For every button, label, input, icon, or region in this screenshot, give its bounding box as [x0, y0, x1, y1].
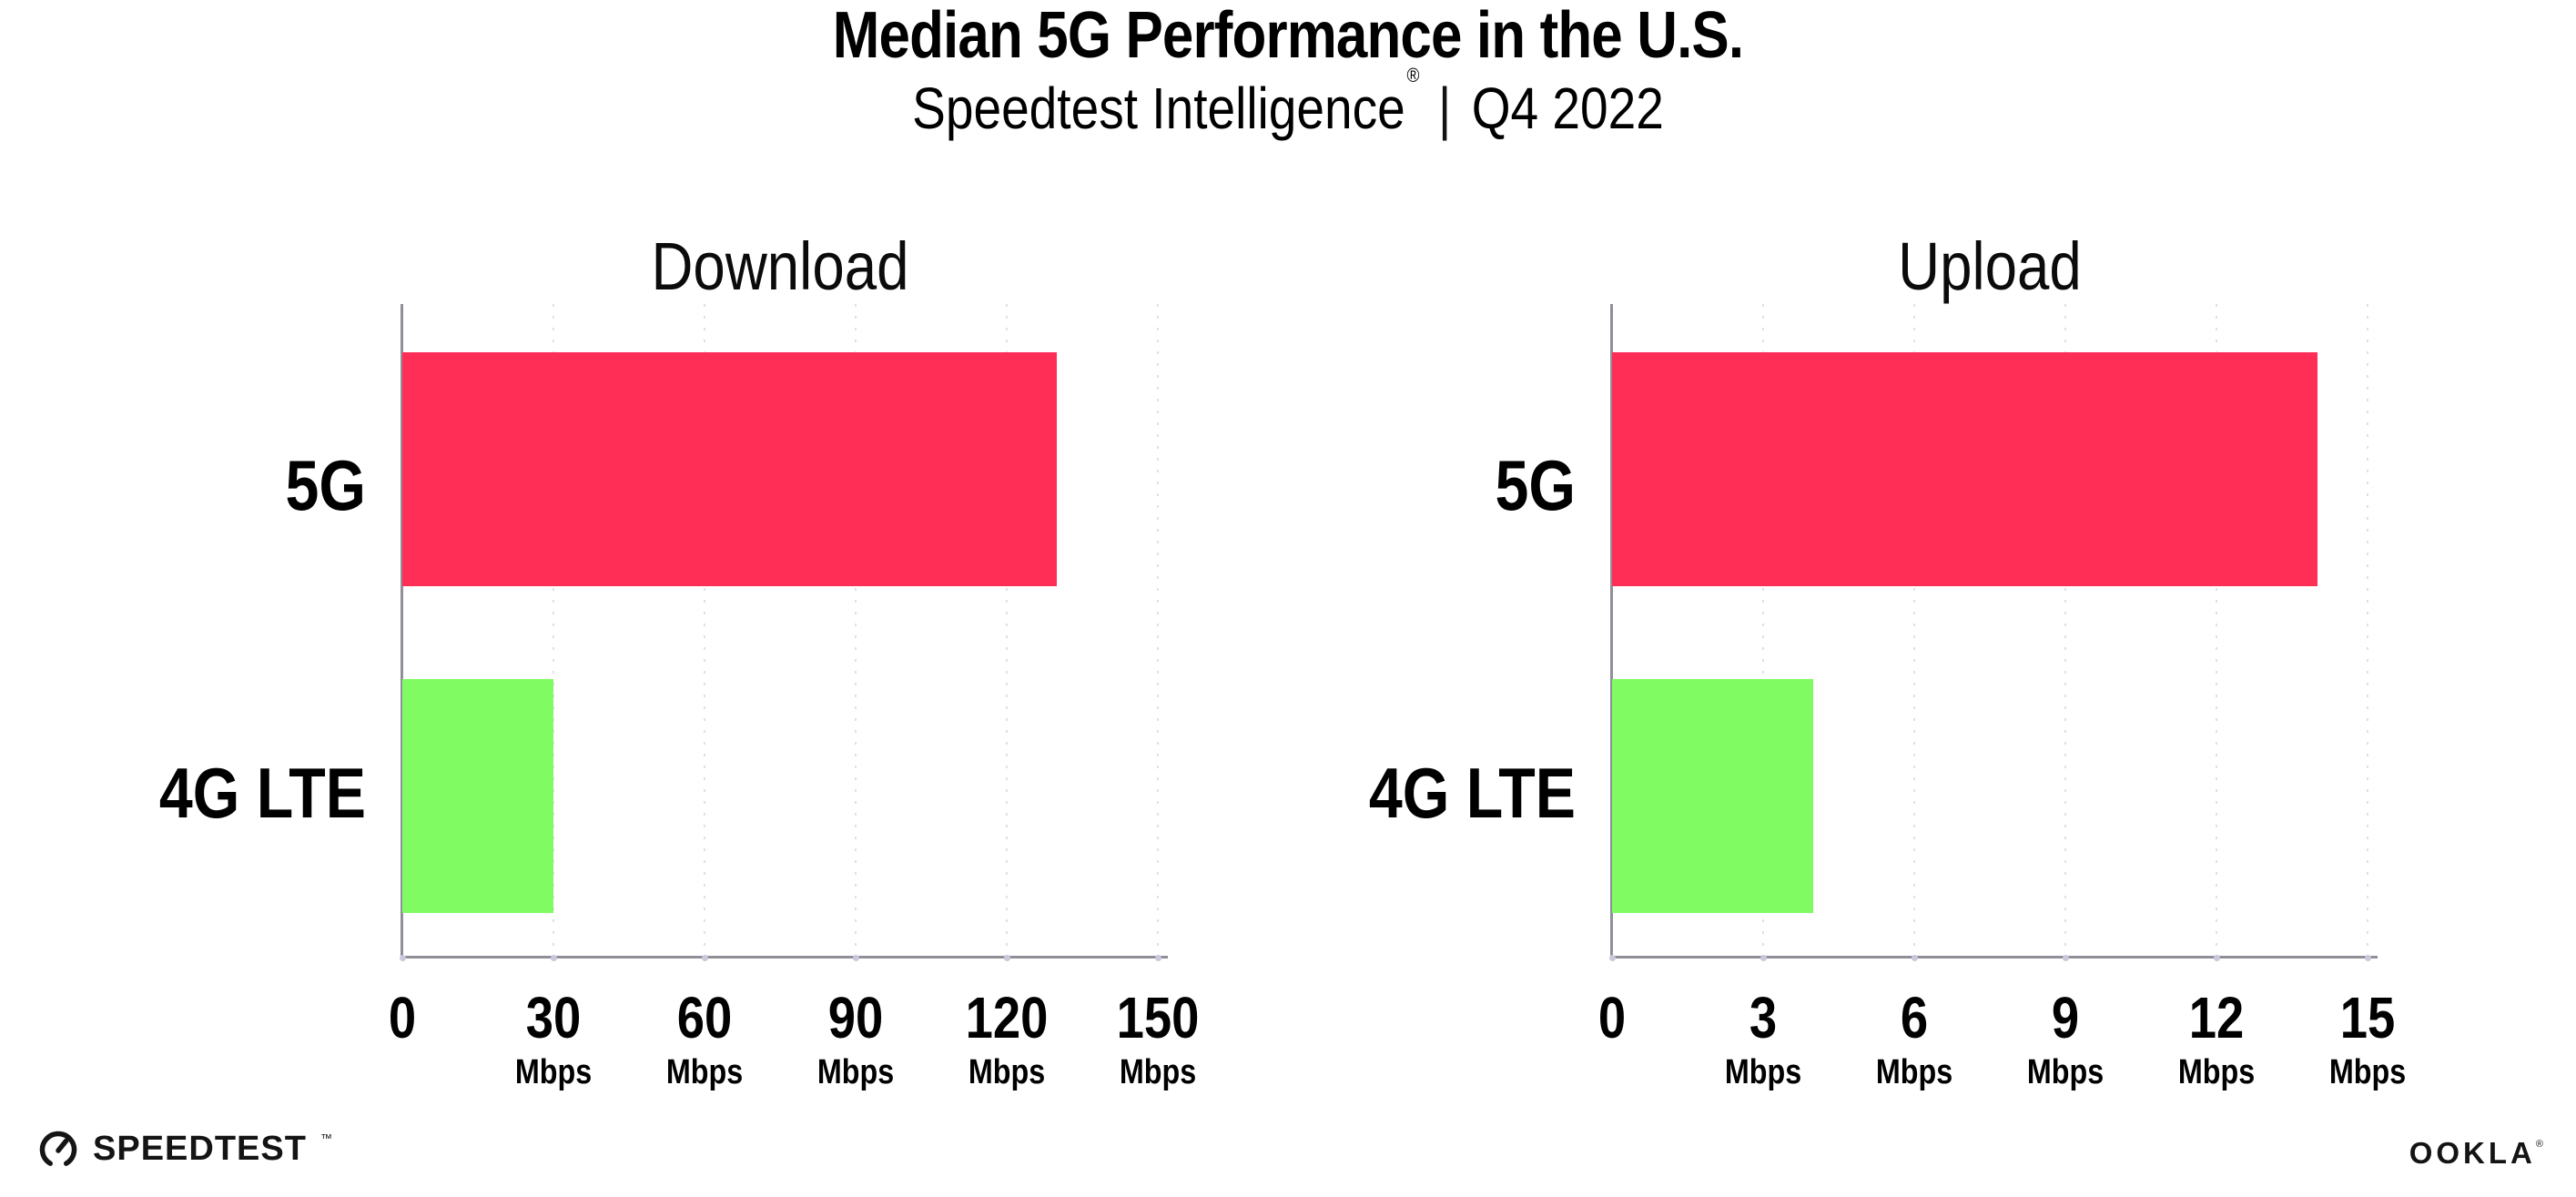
- axis-tick-dot-120: [1004, 955, 1010, 961]
- x-tick-3: 3 Mbps: [1681, 989, 1845, 1090]
- axis-tick-dot-3: [1760, 955, 1767, 961]
- x-tick-30: 30 Mbps: [472, 989, 635, 1090]
- gridline-3: [1762, 304, 1764, 956]
- page-subtitle: Speedtest Intelligence® | Q4 2022: [180, 65, 2396, 141]
- x-tick-unit: Mbps: [514, 1053, 593, 1091]
- bar-5g: [1612, 352, 2317, 586]
- download-plot-area: 0 30 Mbps 60 Mbps 90 Mbps 120 Mbps 150 Mbps: [389, 304, 1199, 1090]
- x-tick-12: 12 Mbps: [2135, 989, 2298, 1090]
- x-tick-value: 0: [1597, 985, 1627, 1050]
- ookla-wordmark: OOKLA: [2409, 1136, 2536, 1170]
- category-label-5g: 5G: [285, 445, 366, 525]
- bar-4g-lte: [402, 679, 553, 913]
- y-axis-line: [401, 304, 403, 958]
- x-tick-unit: Mbps: [665, 1053, 744, 1091]
- x-tick-unit: Mbps: [2177, 1053, 2256, 1091]
- x-tick-9: 9 Mbps: [1983, 989, 2147, 1090]
- x-tick-unit: Mbps: [1119, 1053, 1197, 1091]
- gridline-9: [2064, 304, 2066, 956]
- x-tick-value: 90: [827, 985, 884, 1050]
- gridline-30: [553, 304, 554, 956]
- page-title: Median 5G Performance in the U.S.: [832, 0, 1744, 72]
- x-tick-15: 15 Mbps: [2286, 989, 2449, 1090]
- y-axis-line: [1610, 304, 1613, 958]
- bar-5g: [402, 352, 1058, 586]
- axis-tick-dot-9: [2063, 955, 2069, 961]
- gridline-120: [1006, 304, 1008, 956]
- x-tick-6: 6 Mbps: [1832, 989, 1996, 1090]
- x-tick-unit: Mbps: [1724, 1053, 1802, 1091]
- ookla-registered-mark: ®: [2535, 1138, 2543, 1150]
- axis-tick-dot-6: [1912, 955, 1918, 961]
- axis-tick-dot-12: [2214, 955, 2220, 961]
- category-label-4g-lte: 4G LTE: [158, 753, 366, 833]
- x-tick-value: 12: [2188, 985, 2245, 1050]
- x-tick-90: 90 Mbps: [774, 989, 938, 1090]
- x-tick-value: 60: [676, 985, 733, 1050]
- category-label-4g-lte: 4G LTE: [1368, 753, 1576, 833]
- x-tick-unit: Mbps: [816, 1053, 895, 1091]
- download-chart-title: Download: [651, 228, 909, 304]
- x-axis-line: [401, 956, 1168, 959]
- registered-mark: ®: [1406, 64, 1420, 87]
- upload-chart-panel: Upload 0 3 Mbps 6 Mbps 9 Mbps 12 Mbps 15 Mbps 5G 4G…: [1328, 228, 2413, 1101]
- axis-tick-dot-15: [2365, 955, 2371, 961]
- gridline-12: [2216, 304, 2217, 956]
- x-tick-value: 9: [2051, 985, 2080, 1050]
- trademark-mark: ™: [319, 1131, 332, 1145]
- x-tick-value: 3: [1749, 985, 1778, 1050]
- subtitle-brand: Speedtest Intelligence: [912, 75, 1405, 141]
- x-tick-value: 30: [525, 985, 582, 1050]
- upload-chart-title: Upload: [1898, 228, 2082, 304]
- axis-tick-dot-150: [1155, 955, 1161, 961]
- upload-plot-area: 0 3 Mbps 6 Mbps 9 Mbps 12 Mbps 15 Mbps: [1598, 304, 2406, 1090]
- speedtest-gauge-icon: [39, 1131, 77, 1166]
- x-tick-value: 150: [1116, 985, 1200, 1050]
- gridline-6: [1913, 304, 1915, 956]
- speedtest-logo: SPEEDTEST ™: [36, 1127, 332, 1171]
- x-tick-unit: Mbps: [2026, 1053, 2104, 1091]
- chart-header: Median 5G Performance in the U.S. Speedt…: [0, 0, 2576, 139]
- x-tick-120: 120 Mbps: [925, 989, 1089, 1090]
- category-label-5g: 5G: [1495, 445, 1576, 525]
- subtitle-separator: |: [1438, 75, 1452, 141]
- gridline-90: [855, 304, 857, 956]
- x-axis-line: [1610, 956, 2378, 959]
- x-tick-unit: Mbps: [2328, 1053, 2407, 1091]
- x-tick-value: 0: [388, 985, 417, 1050]
- speedtest-wordmark: SPEEDTEST: [93, 1129, 307, 1168]
- x-tick-value: 120: [965, 985, 1049, 1050]
- ookla-logo: OOKLA®: [2409, 1136, 2543, 1171]
- x-tick-0: 0: [1530, 989, 1694, 1047]
- x-tick-60: 60 Mbps: [623, 989, 786, 1090]
- subtitle-period: Q4 2022: [1471, 75, 1664, 141]
- x-tick-value: 6: [1900, 985, 1929, 1050]
- axis-tick-dot-0: [400, 955, 406, 961]
- axis-tick-dot-90: [853, 955, 859, 961]
- x-tick-0: 0: [320, 989, 484, 1047]
- axis-tick-dot-60: [702, 955, 708, 961]
- gridline-150: [1157, 304, 1159, 956]
- x-tick-unit: Mbps: [968, 1053, 1046, 1091]
- x-tick-150: 150 Mbps: [1076, 989, 1240, 1090]
- download-chart-panel: Download 0 30 Mbps 60 Mbps 90 Mbps 120 Mbps 150 Mb…: [118, 228, 1203, 1101]
- gridline-60: [704, 304, 705, 956]
- x-tick-value: 15: [2339, 985, 2396, 1050]
- bar-4g-lte: [1612, 679, 1814, 913]
- x-tick-unit: Mbps: [1875, 1053, 1953, 1091]
- axis-tick-dot-0: [1609, 955, 1616, 961]
- gridline-15: [2367, 304, 2368, 956]
- axis-tick-dot-30: [551, 955, 557, 961]
